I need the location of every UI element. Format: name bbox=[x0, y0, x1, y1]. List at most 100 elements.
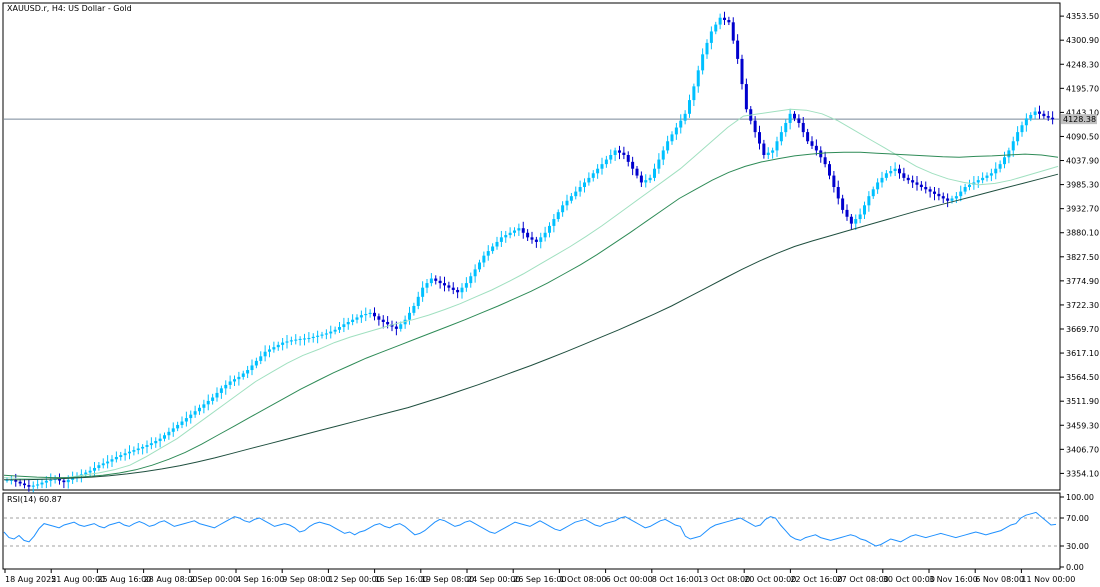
candle bbox=[819, 146, 823, 163]
price-tick-label: 4037.90 bbox=[1066, 157, 1099, 166]
candle bbox=[933, 187, 936, 201]
candle bbox=[416, 291, 420, 310]
candle bbox=[604, 155, 608, 168]
rsi-tick-label: 0.00 bbox=[1066, 563, 1084, 572]
time-tick-label: 20 Oct 00:00 bbox=[744, 575, 796, 584]
candle bbox=[268, 345, 271, 358]
candle bbox=[513, 227, 516, 237]
candle bbox=[303, 333, 306, 346]
candle bbox=[898, 164, 901, 179]
candle bbox=[806, 128, 810, 145]
candle bbox=[88, 466, 92, 478]
candle bbox=[924, 181, 928, 194]
candle bbox=[101, 458, 105, 469]
candle bbox=[84, 469, 88, 478]
price-tick-label: 3564.50 bbox=[1066, 373, 1099, 382]
candle bbox=[215, 387, 219, 402]
candle bbox=[263, 345, 267, 362]
price-tick-label: 4300.90 bbox=[1066, 36, 1099, 45]
candle bbox=[289, 336, 293, 346]
candle bbox=[307, 332, 311, 343]
candle bbox=[631, 156, 635, 176]
candle bbox=[464, 277, 468, 292]
candle bbox=[62, 477, 66, 489]
time-tick-label: 27 Oct 08:00 bbox=[837, 575, 889, 584]
candle bbox=[316, 330, 320, 344]
candle bbox=[714, 21, 718, 35]
candle bbox=[683, 110, 687, 125]
candle bbox=[434, 275, 438, 285]
price-tick-label: 3722.30 bbox=[1066, 301, 1099, 310]
candle bbox=[40, 479, 44, 489]
candle bbox=[674, 122, 678, 140]
candle bbox=[128, 445, 131, 460]
candle bbox=[849, 214, 853, 230]
candle bbox=[727, 16, 731, 26]
time-tick-label: 6 Nov 08:00 bbox=[975, 575, 1024, 584]
candle bbox=[246, 365, 250, 379]
candle bbox=[281, 338, 285, 351]
time-tick-label: 3 Nov 16:00 bbox=[929, 575, 978, 584]
candle bbox=[609, 149, 613, 164]
candle bbox=[884, 170, 888, 181]
candle bbox=[346, 317, 350, 330]
candle bbox=[49, 473, 53, 487]
candle bbox=[889, 165, 893, 177]
time-tick-label: 1 Oct 08:00 bbox=[559, 575, 606, 584]
price-tick-label: 3511.90 bbox=[1066, 397, 1099, 406]
price-tick-label: 4143.10 bbox=[1066, 108, 1099, 117]
candle bbox=[705, 39, 709, 59]
candle bbox=[1020, 121, 1024, 137]
candle bbox=[915, 176, 919, 191]
price-tick-label: 4353.50 bbox=[1066, 12, 1099, 21]
candle bbox=[622, 146, 626, 160]
candle bbox=[180, 416, 184, 429]
candle bbox=[202, 399, 206, 414]
candle bbox=[508, 227, 512, 239]
candle bbox=[473, 264, 477, 283]
candle bbox=[937, 187, 941, 201]
time-tick-label: 8 Oct 16:00 bbox=[652, 575, 699, 584]
candle bbox=[1024, 113, 1028, 132]
candle bbox=[784, 119, 788, 137]
candle bbox=[731, 17, 735, 44]
candle bbox=[486, 245, 490, 261]
price-tick-label: 4090.50 bbox=[1066, 132, 1099, 141]
candle bbox=[653, 163, 656, 182]
time-tick-label: 2 Sep 00:00 bbox=[190, 575, 238, 584]
candle bbox=[688, 94, 691, 118]
candle bbox=[596, 164, 600, 179]
candle bbox=[294, 334, 298, 345]
candle bbox=[44, 476, 48, 489]
candle bbox=[740, 54, 744, 90]
candle bbox=[106, 455, 110, 469]
current-price-label: 4128.38 bbox=[1063, 115, 1096, 124]
candle bbox=[224, 380, 228, 395]
current-price-box bbox=[1061, 114, 1097, 125]
candle bbox=[482, 251, 486, 268]
candle bbox=[193, 405, 197, 418]
candle bbox=[534, 236, 538, 248]
candle bbox=[552, 214, 556, 233]
candle bbox=[801, 117, 805, 138]
time-tick-label: 30 Oct 00:00 bbox=[883, 575, 935, 584]
candle bbox=[228, 375, 232, 390]
candle bbox=[412, 302, 416, 316]
candle bbox=[399, 321, 403, 332]
candle bbox=[491, 243, 495, 254]
time-tick-label: 28 Aug 08:00 bbox=[144, 575, 198, 584]
candle bbox=[775, 136, 779, 157]
candle bbox=[1033, 107, 1037, 120]
candle bbox=[648, 174, 652, 183]
candle bbox=[692, 83, 696, 107]
candle bbox=[709, 26, 713, 50]
candle bbox=[823, 151, 827, 168]
candle bbox=[810, 136, 814, 150]
candle bbox=[539, 232, 543, 249]
candle bbox=[635, 165, 639, 179]
candle bbox=[985, 172, 989, 182]
price-tick-label: 3932.70 bbox=[1066, 205, 1099, 214]
candle bbox=[1029, 112, 1033, 122]
candle bbox=[1051, 111, 1055, 125]
candle bbox=[591, 170, 595, 182]
